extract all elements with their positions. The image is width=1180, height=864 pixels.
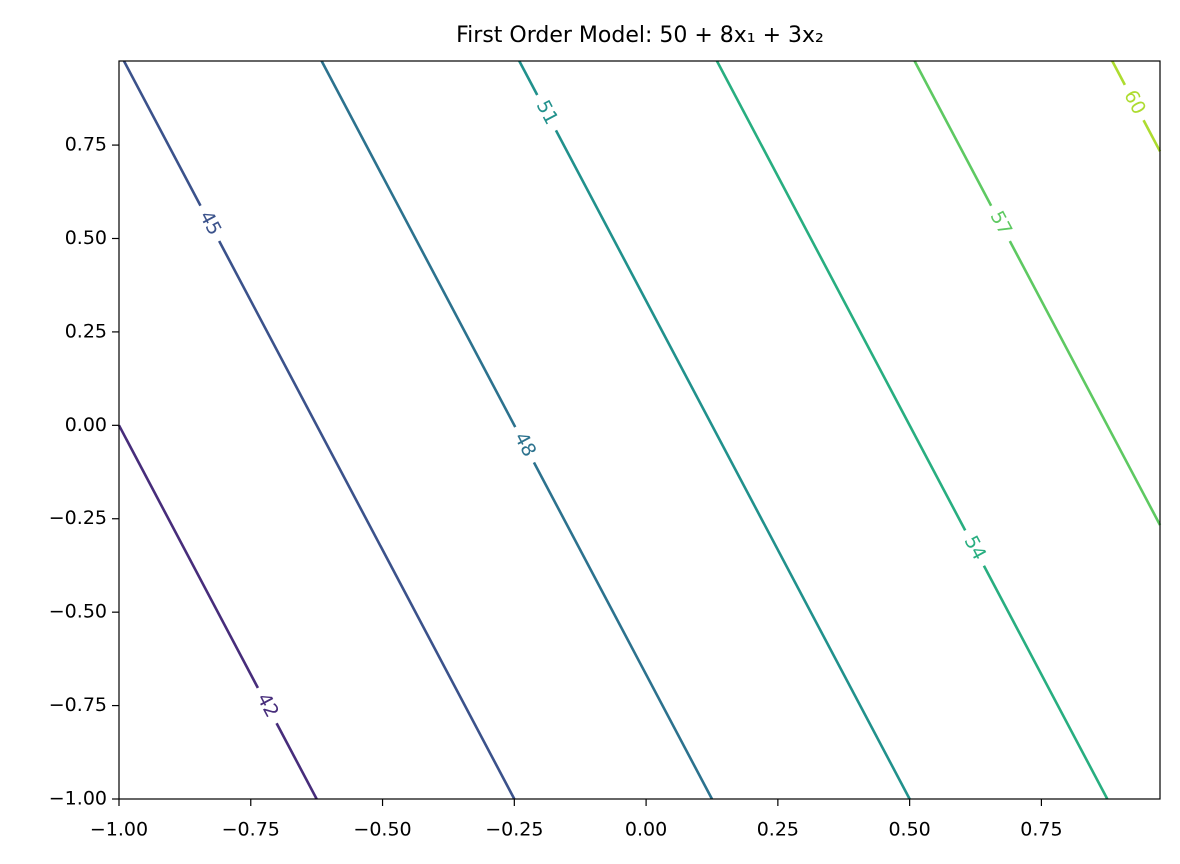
y-tick-label: 0.00: [65, 414, 107, 436]
label-gap: [981, 200, 1020, 247]
contour-label-group: 60: [1115, 79, 1154, 126]
x-tick-label: 0.25: [757, 819, 799, 841]
y-tick-label: −0.25: [49, 507, 107, 529]
x-tick-label: 0.50: [888, 819, 930, 841]
y-tick-label: 0.50: [65, 227, 107, 249]
contour-line: [518, 60, 911, 800]
y-tick-label: 0.25: [65, 320, 107, 342]
contour-label-group: 54: [955, 525, 994, 571]
label-gap: [505, 421, 544, 468]
plot-frame: [118, 60, 1161, 800]
contour-line: [117, 424, 318, 800]
label-gap: [1115, 79, 1154, 126]
y-tick-label: −0.50: [49, 601, 107, 623]
contour-label-group: 48: [505, 421, 544, 468]
contour-label-group: 45: [190, 200, 229, 247]
contour-label-group: 57: [981, 200, 1020, 247]
contour-label-group: 42: [248, 682, 287, 729]
y-tick-label: −1.00: [49, 788, 107, 810]
contour-line: [913, 60, 1162, 526]
contour-label-group: 51: [527, 89, 566, 136]
chart-title: First Order Model: 50 + 8x₁ + 3x₂: [456, 23, 824, 48]
x-tick-label: −0.75: [222, 819, 280, 841]
contour-line: [715, 60, 1109, 800]
x-tick-label: 0.00: [625, 819, 667, 841]
contour-line: [122, 60, 516, 800]
x-tick-label: −0.50: [353, 819, 411, 841]
label-gap: [190, 200, 229, 247]
x-tick-label: −0.25: [485, 819, 543, 841]
label-gap: [248, 682, 287, 729]
label-gap: [955, 525, 994, 571]
x-tick-label: 0.75: [1020, 819, 1062, 841]
label-gap: [527, 89, 566, 136]
y-tick-label: −0.75: [49, 694, 107, 716]
x-tick-label: −1.00: [90, 819, 148, 841]
y-tick-label: 0.75: [65, 134, 107, 156]
